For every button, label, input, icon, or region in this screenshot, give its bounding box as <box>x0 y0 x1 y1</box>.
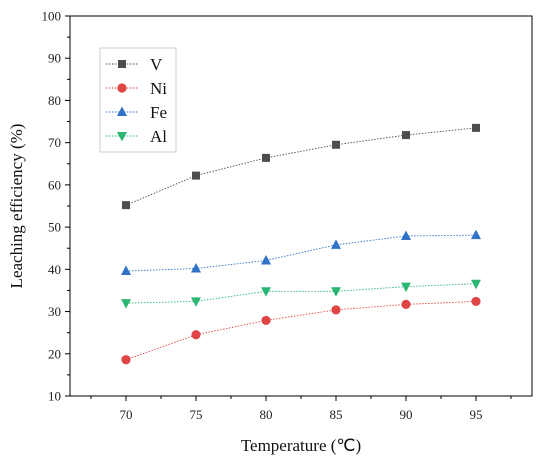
data-point-al <box>401 282 411 293</box>
data-point-v <box>122 201 130 210</box>
series-v <box>122 123 480 210</box>
x-tick-label: 90 <box>400 407 413 422</box>
x-tick-label: 80 <box>260 407 273 422</box>
legend: V Ni Fe Al <box>99 47 177 153</box>
plot-frame <box>69 15 533 397</box>
data-point-al <box>331 287 341 297</box>
x-axis-title: Temperature (℃) <box>241 436 361 455</box>
series-line-ni <box>125 300 477 361</box>
data-point-ni <box>471 296 481 307</box>
data-point-al <box>121 299 131 309</box>
y-tick-label: 70 <box>48 135 61 150</box>
x-tick-label: 95 <box>470 407 483 422</box>
series-fe <box>121 229 481 276</box>
y-axis-title: Leaching efficiency (%) <box>7 124 26 289</box>
legend-label-ni: Ni <box>150 79 167 98</box>
data-point-fe <box>261 254 271 265</box>
legend-marker-fe <box>117 106 127 116</box>
data-point-v <box>402 131 410 140</box>
data-point-fe <box>401 230 411 240</box>
data-point-al <box>471 279 481 290</box>
legend-label-al: Al <box>150 127 167 146</box>
y-tick-label: 20 <box>48 346 61 361</box>
y-tick-label: 40 <box>48 262 61 277</box>
data-point-ni <box>401 299 411 309</box>
legend-label-fe: Fe <box>150 103 167 122</box>
data-point-v <box>192 171 200 180</box>
data-point-al <box>191 297 201 307</box>
y-tick-label: 80 <box>48 93 61 108</box>
y-tick-label: 30 <box>48 304 61 319</box>
data-point-ni <box>261 315 271 326</box>
data-point-fe <box>331 239 341 249</box>
legend-marker-al <box>117 132 127 142</box>
x-tick-label: 85 <box>330 407 343 422</box>
data-point-ni <box>331 305 341 315</box>
series-line-al <box>125 283 477 304</box>
y-tick-label: 100 <box>42 9 62 24</box>
y-tick-label: 50 <box>48 220 61 235</box>
series-line-fe <box>125 234 477 272</box>
data-point-fe <box>191 262 201 273</box>
y-tick-label: 90 <box>48 51 61 66</box>
data-point-fe <box>471 229 481 240</box>
data-point-ni <box>121 355 131 365</box>
legend-marker-ni <box>117 83 127 93</box>
data-point-v <box>472 123 480 132</box>
data-point-v <box>332 140 340 149</box>
y-tick-label: 10 <box>48 389 61 404</box>
data-point-ni <box>191 330 201 340</box>
y-tick-label: 60 <box>48 177 61 192</box>
legend-marker-v <box>118 60 126 68</box>
x-tick-label: 70 <box>120 407 133 422</box>
x-tick-label: 75 <box>190 407 203 422</box>
data-point-al <box>261 287 271 297</box>
data-point-fe <box>121 265 131 276</box>
legend-box <box>99 47 177 153</box>
series-line-v <box>125 127 477 206</box>
series-al <box>121 279 481 309</box>
series-ni <box>121 296 481 365</box>
data-point-v <box>262 153 270 162</box>
legend-label-v: V <box>150 55 163 74</box>
